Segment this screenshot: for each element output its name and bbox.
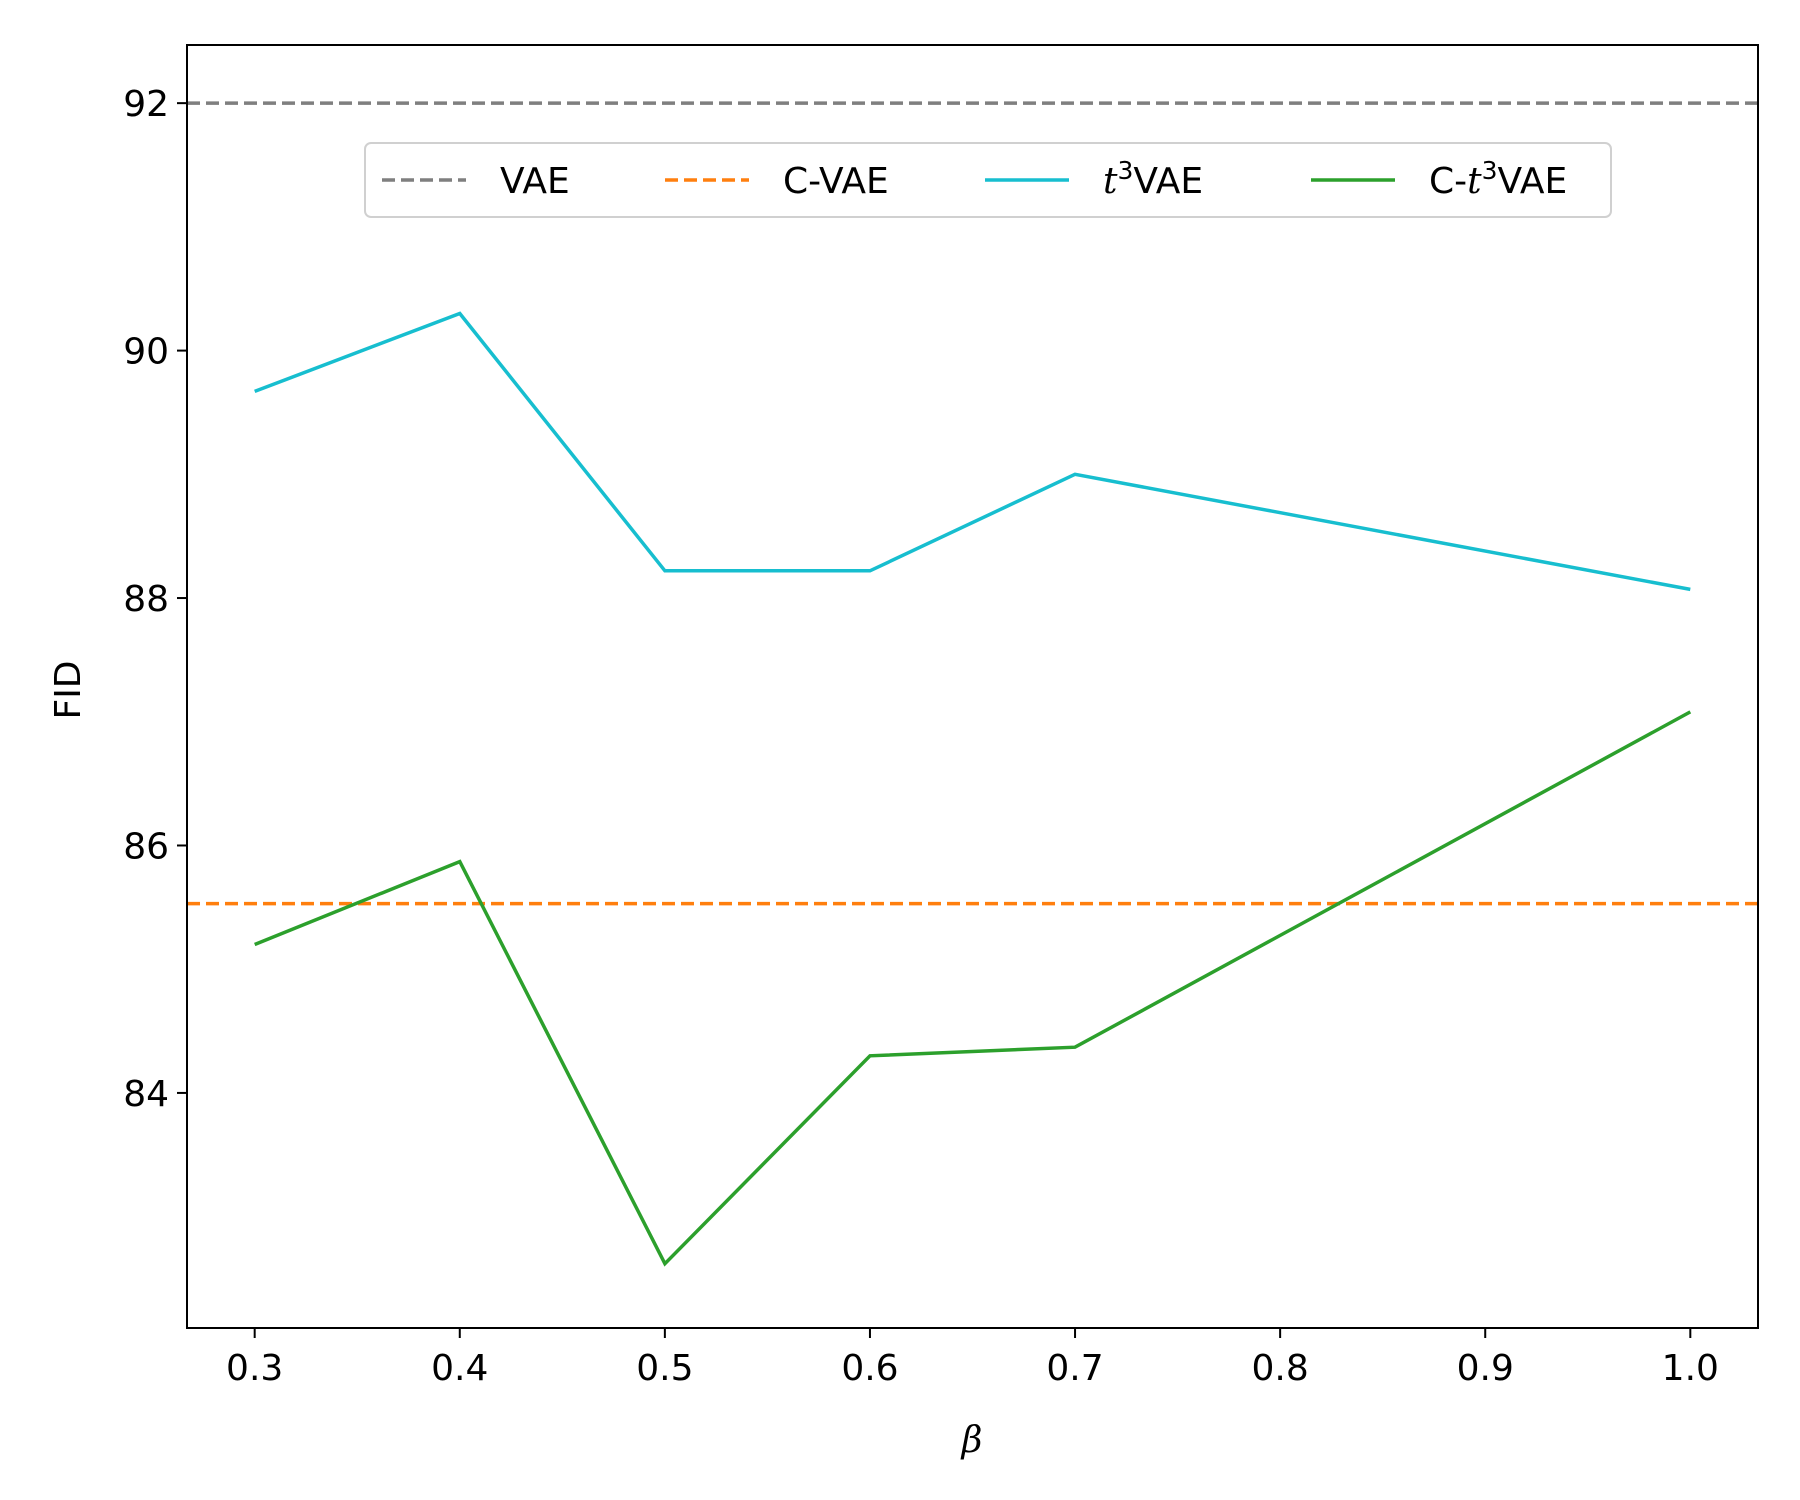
legend-label-prefix: C-VAE [783, 161, 889, 202]
x-tick-label: 0.3 [226, 1348, 283, 1389]
y-tick-label: 84 [123, 1074, 169, 1115]
x-tick-label: 0.5 [636, 1348, 693, 1389]
legend-label-suffix: VAE [1498, 161, 1568, 202]
legend: VAE C-VAE t3VAE C-t3VAE [364, 142, 1612, 218]
plot-frame [186, 44, 1759, 1329]
x-tick-label: 0.6 [841, 1348, 898, 1389]
legend-label-superscript: 3 [1482, 156, 1498, 185]
y-tick-label: 92 [123, 84, 169, 125]
y-tick-label: 90 [123, 332, 169, 373]
legend-label: C-VAE [783, 161, 889, 202]
x-tick-label: 0.7 [1046, 1348, 1103, 1389]
y-tick-label: 86 [123, 826, 169, 867]
legend-label-suffix: VAE [500, 161, 570, 202]
y-tick-label: 88 [123, 579, 169, 620]
legend-label-suffix: VAE [1133, 161, 1203, 202]
series-line-c-t3vae [254, 710, 1692, 1267]
legend-label-italic: t [1467, 161, 1482, 202]
x-tick-label: 1.0 [1662, 1348, 1719, 1389]
legend-label-italic: t [1103, 161, 1118, 202]
x-tick-label: 0.8 [1252, 1348, 1309, 1389]
legend-label-superscript: 3 [1117, 156, 1133, 185]
series-line-t3vae [254, 311, 1691, 592]
x-axis-label: β [960, 1420, 983, 1461]
plot-content [187, 101, 1758, 1267]
x-axis: 0.3 0.4 0.5 0.6 0.7 0.8 0.9 1.0 [226, 1328, 1719, 1389]
y-axis-label: FID [48, 660, 89, 719]
legend-label: C-t3VAE [1429, 156, 1567, 202]
x-tick-label: 0.4 [431, 1348, 488, 1389]
legend-label-prefix: C- [1429, 161, 1467, 202]
legend-label: t3VAE [1103, 156, 1203, 202]
y-axis: 84 86 88 90 92 [123, 84, 187, 1115]
x-tick-label: 0.9 [1457, 1348, 1514, 1389]
legend-label: VAE [500, 161, 570, 202]
